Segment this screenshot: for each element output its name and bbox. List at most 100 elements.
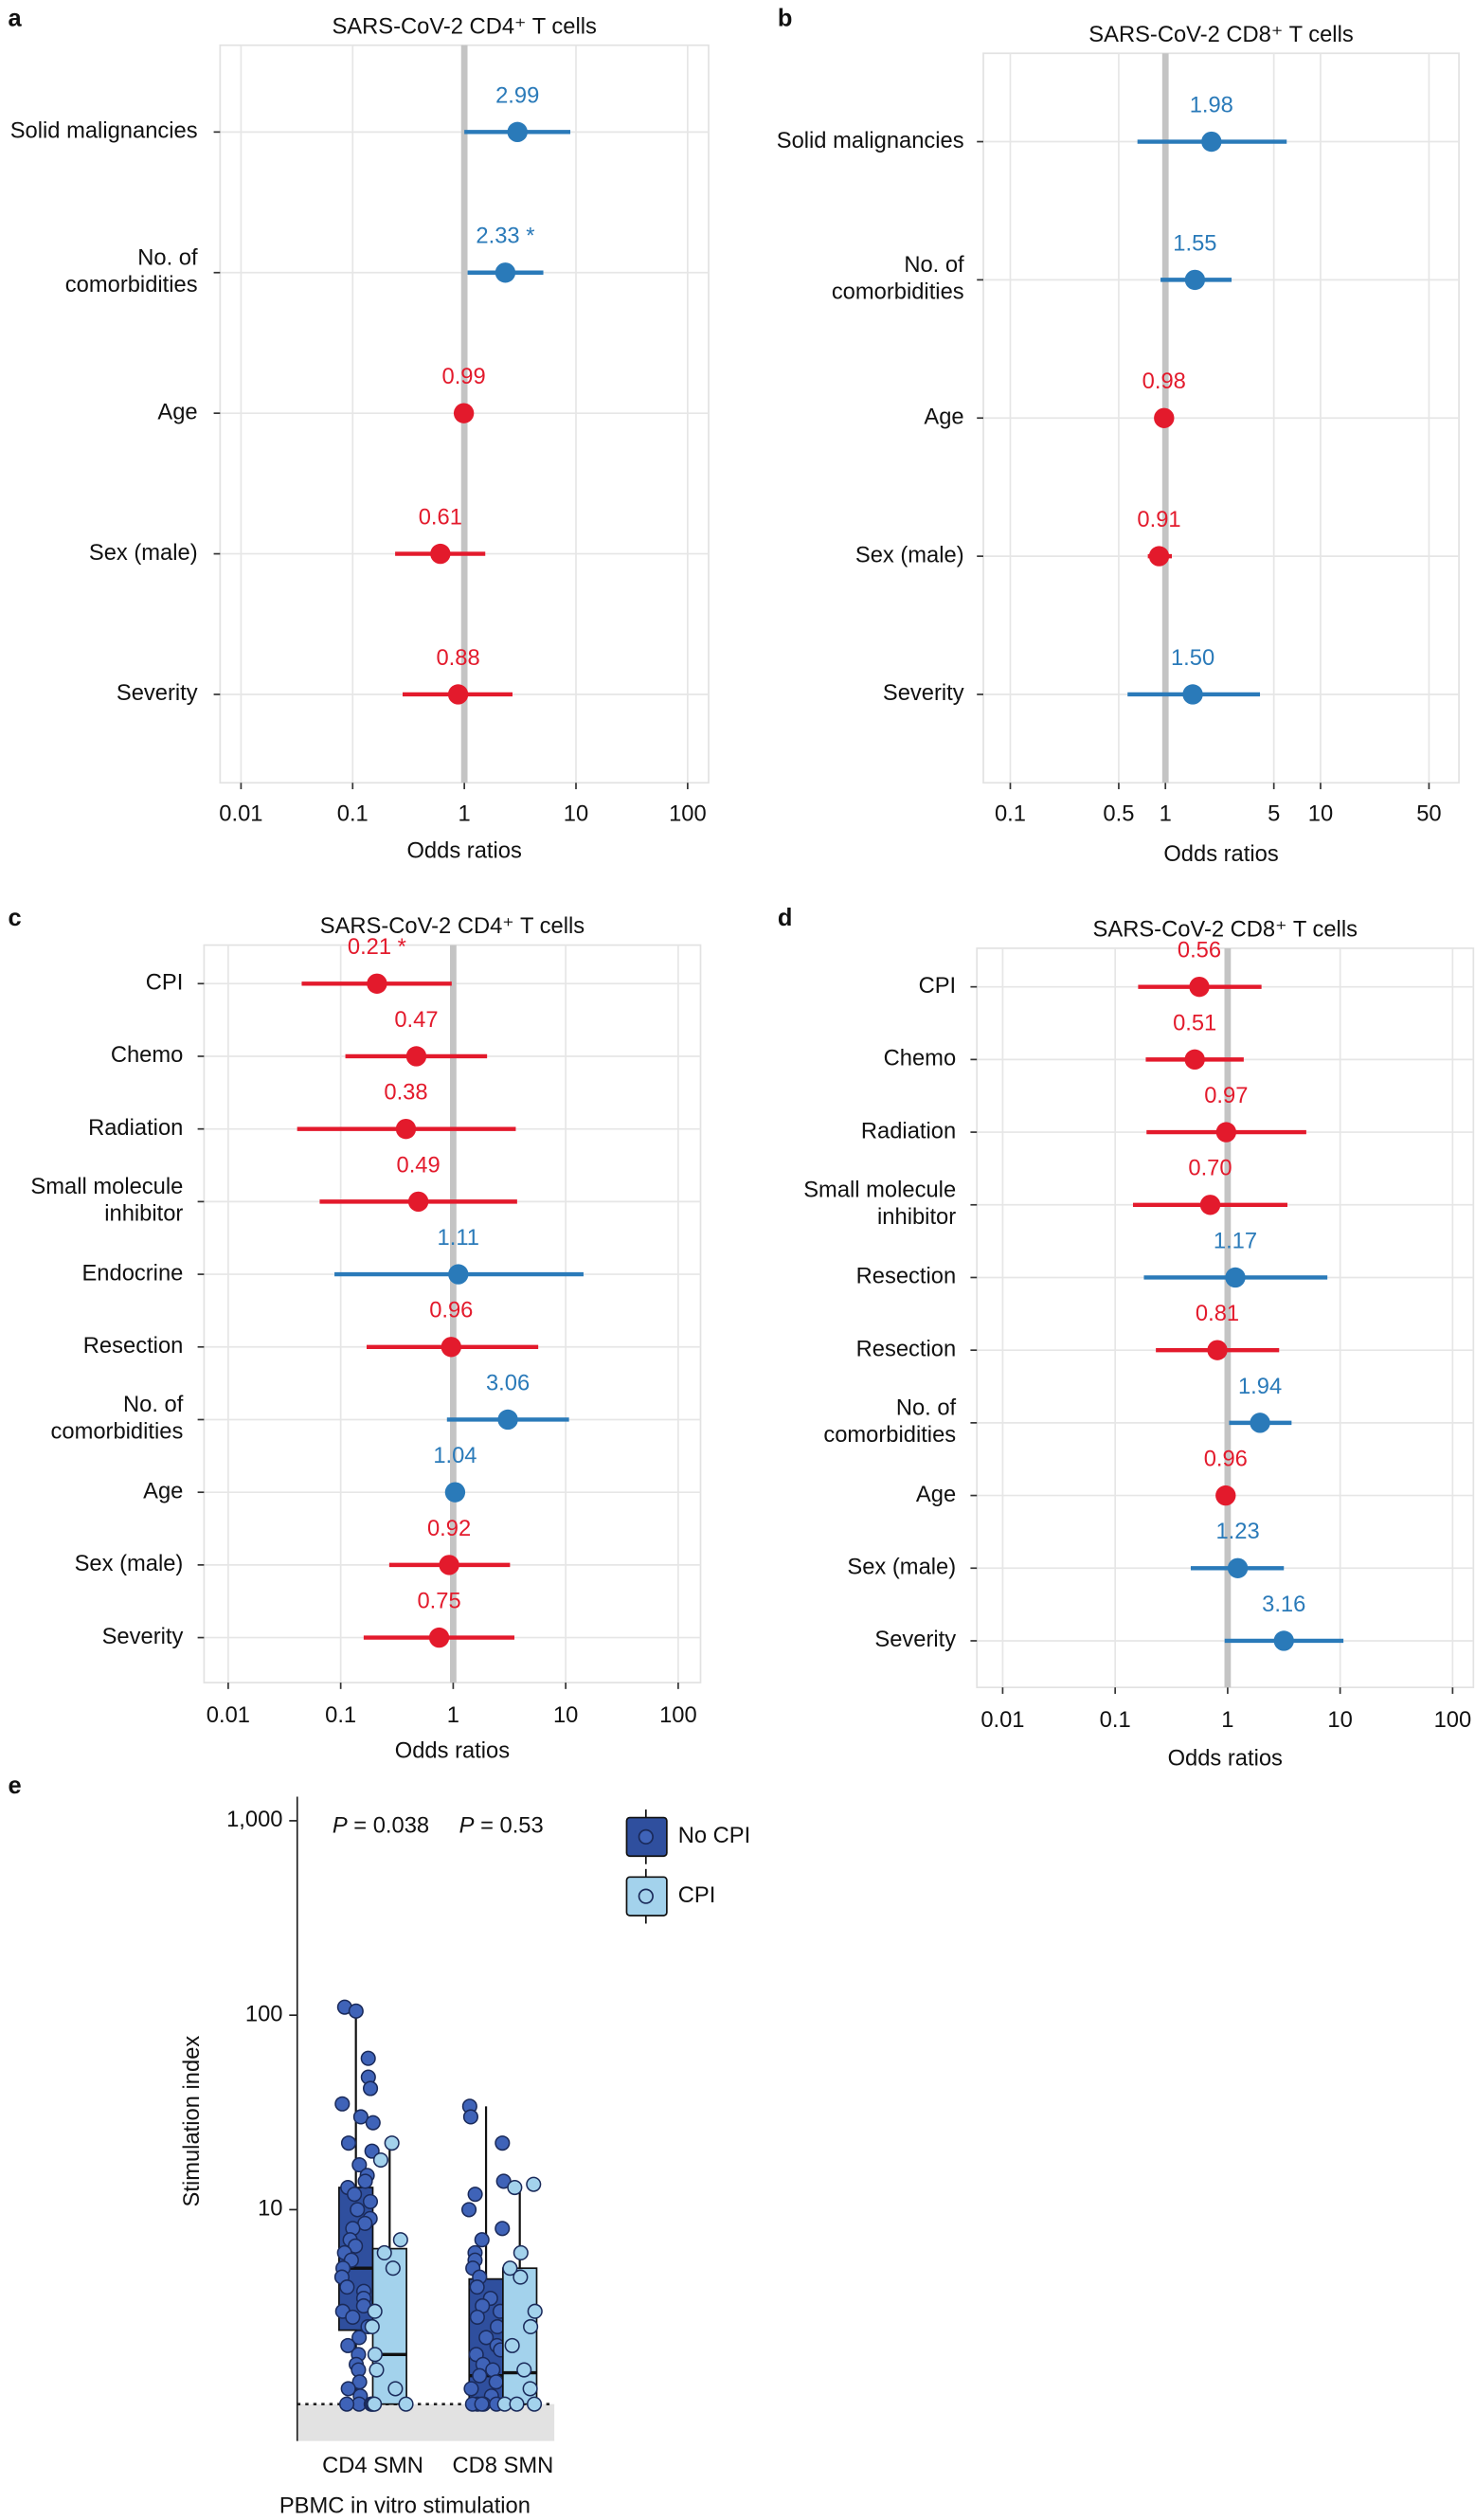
- y-axis-label: Stimulation index: [180, 2036, 205, 2207]
- row-label: Small molecule inhibitor: [803, 1179, 956, 1230]
- value-label: 0.47: [394, 1008, 438, 1033]
- data-point: [398, 2396, 414, 2412]
- data-point: [472, 2367, 488, 2384]
- forest-panel: b SARS-CoV-2 CD8⁺ T cells 0.1 0.5 1 5 10 50 Odds…: [777, 5, 1460, 867]
- x-tick-label: 0.01: [207, 1703, 250, 1728]
- data-point: [367, 2396, 383, 2412]
- value-label: 0.97: [1204, 1084, 1248, 1108]
- x-tick-label: CD4 SMN: [322, 2454, 423, 2478]
- data-point: [350, 2202, 366, 2218]
- estimate-dot: [1189, 976, 1210, 998]
- data-point: [365, 2115, 381, 2131]
- forest-panel: a SARS-CoV-2 CD4⁺ T cells 0.01 0.1 1 10 100 Odd…: [8, 5, 710, 863]
- data-point: [461, 2202, 477, 2218]
- data-point: [467, 2187, 483, 2203]
- data-point: [522, 2381, 538, 2397]
- value-label: 1.50: [1171, 646, 1214, 671]
- data-point: [352, 2109, 369, 2125]
- panel-title: SARS-CoV-2 CD4⁺ T cells: [320, 914, 585, 939]
- data-point: [513, 2244, 529, 2261]
- value-label: 0.56: [1178, 939, 1221, 963]
- data-point: [509, 2396, 525, 2412]
- estimate-dot: [1154, 407, 1175, 428]
- row-label: Resection: [856, 1337, 957, 1361]
- x-tick-label: 0.5: [1103, 801, 1134, 826]
- data-point: [369, 2362, 385, 2378]
- estimate-dot: [1184, 269, 1206, 291]
- x-axis-label: PBMC in vitro stimulation: [279, 2493, 531, 2518]
- legend-label: No CPI: [678, 1824, 750, 1848]
- row-label: Sex (male): [75, 1552, 184, 1576]
- legend-label: CPI: [678, 1883, 716, 1908]
- data-point: [392, 2232, 408, 2248]
- row-label: Sex (male): [847, 1556, 956, 1580]
- data-point: [469, 2309, 485, 2325]
- row-label: Age: [924, 405, 963, 430]
- value-label: 0.99: [442, 365, 486, 389]
- estimate-dot: [497, 1409, 518, 1431]
- y-tick-label: 1,000: [226, 1808, 282, 1832]
- value-label: 0.21 *: [348, 935, 406, 960]
- row-label: Endocrine: [81, 1261, 183, 1286]
- data-point: [474, 2396, 490, 2412]
- y-tick-label: 10: [258, 2197, 282, 2222]
- data-point: [502, 2260, 518, 2277]
- value-label: 3.06: [486, 1371, 530, 1395]
- x-tick-label: 1: [459, 801, 471, 826]
- data-point: [507, 2179, 523, 2196]
- x-tick-label: 10: [1308, 801, 1333, 826]
- estimate-dot: [428, 1627, 450, 1648]
- estimate-dot: [1184, 1049, 1205, 1071]
- row-label: Small molecule inhibitor: [30, 1175, 183, 1226]
- value-label: 0.61: [419, 506, 462, 531]
- data-point: [364, 2318, 380, 2335]
- estimate-dot: [1273, 1630, 1294, 1651]
- x-tick-label: 0.1: [1100, 1708, 1131, 1733]
- estimate-dot: [405, 1046, 427, 1067]
- estimate-dot: [1250, 1413, 1270, 1433]
- data-point: [362, 2193, 379, 2209]
- data-point: [513, 2269, 529, 2285]
- forest-panel: c SARS-CoV-2 CD4⁺ T cells 0.01 0.1 1 10 100 Odd…: [8, 905, 702, 1763]
- estimate-dot: [1148, 546, 1170, 567]
- data-point: [351, 2330, 368, 2346]
- data-point: [478, 2330, 495, 2346]
- value-label: 0.91: [1137, 508, 1180, 532]
- data-point: [504, 2337, 520, 2353]
- data-point: [347, 2187, 363, 2203]
- x-tick-label: 100: [659, 1703, 697, 1728]
- forest-panel: d SARS-CoV-2 CD8⁺ T cells 0.01 0.1 1 10 100 Odd…: [778, 905, 1475, 1772]
- data-point: [469, 2279, 485, 2295]
- value-label: 2.99: [495, 83, 539, 108]
- estimate-dot: [444, 1482, 466, 1503]
- x-axis-label: Odds ratios: [406, 838, 521, 863]
- panel-title: SARS-CoV-2 CD8⁺ T cells: [1088, 23, 1354, 47]
- row-label: Severity: [117, 681, 198, 706]
- estimate-dot: [495, 262, 516, 283]
- box-panel: e 1,000 100 10 Stimulation index PBMC in vitr…: [8, 1773, 750, 2518]
- data-point: [488, 2374, 504, 2390]
- row-label: Solid malignancies: [777, 129, 964, 153]
- value-label: 1.04: [433, 1444, 477, 1468]
- value-label: 0.96: [1204, 1448, 1248, 1472]
- estimate-dot: [1182, 684, 1203, 705]
- row-label: Sex (male): [855, 543, 964, 567]
- estimate-dot: [1227, 1557, 1249, 1578]
- panel-title: SARS-CoV-2 CD8⁺ T cells: [1093, 918, 1358, 943]
- x-tick-label: 0.1: [325, 1703, 356, 1728]
- row-label: Age: [143, 1479, 183, 1503]
- data-point: [495, 2135, 511, 2151]
- data-point: [385, 2260, 401, 2277]
- data-point: [516, 2362, 532, 2378]
- row-label: Age: [157, 400, 197, 424]
- x-tick-label: 10: [553, 1703, 578, 1728]
- estimate-dot: [447, 684, 469, 705]
- data-point: [527, 2303, 543, 2319]
- data-point: [339, 2279, 355, 2295]
- row-label: Severity: [102, 1625, 184, 1649]
- x-axis-label: Odds ratios: [1168, 1747, 1283, 1772]
- x-axis-label: Odds ratios: [1163, 842, 1278, 867]
- row-label: Resection: [856, 1265, 957, 1289]
- data-point: [384, 2135, 400, 2151]
- data-point: [338, 2396, 355, 2412]
